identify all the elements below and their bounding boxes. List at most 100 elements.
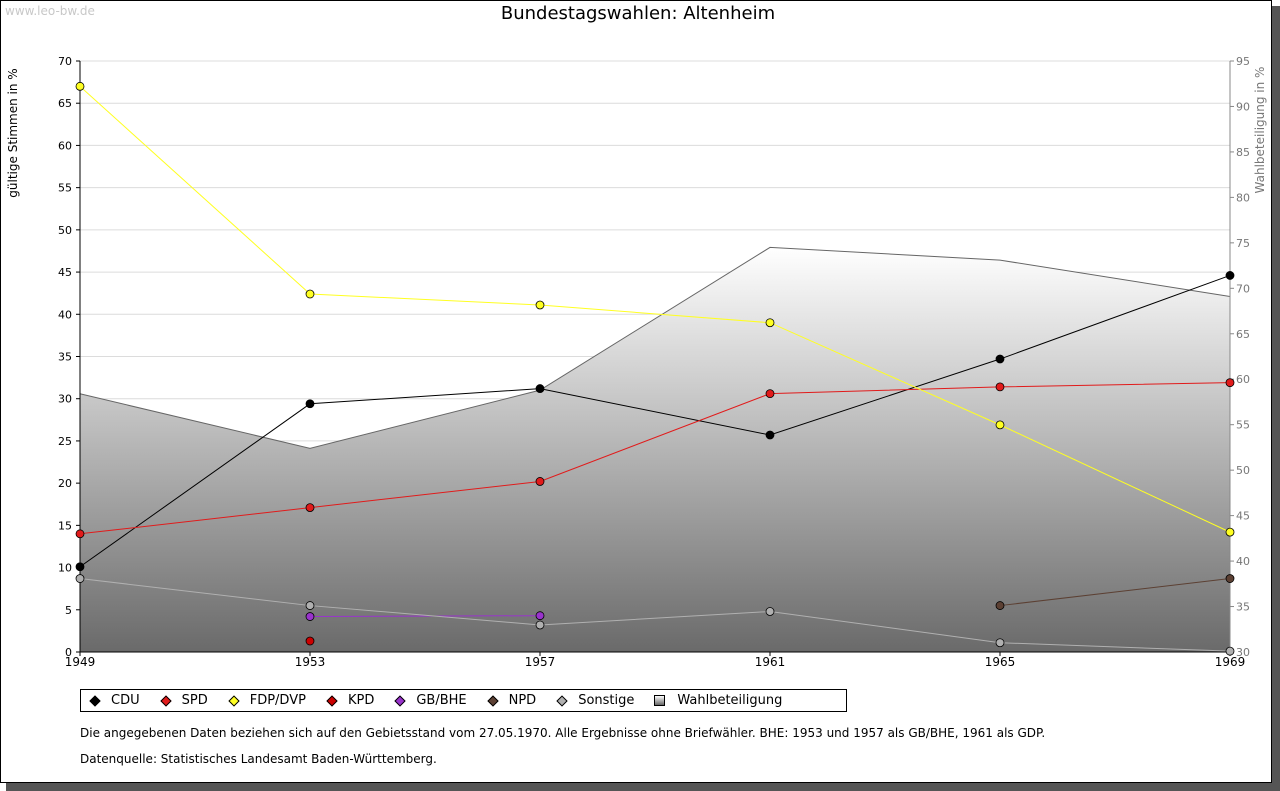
point-sonstige [995, 638, 1005, 648]
point-sonstige [535, 620, 545, 630]
legend-marker [326, 694, 338, 707]
y-tick-label: 55 [58, 182, 72, 195]
legend-item-gb-bhe: GB/BHE [392, 693, 467, 708]
point-spd [535, 477, 545, 486]
point-fdp-dvp [765, 318, 775, 328]
series-line-cdu [79, 274, 1231, 568]
point-fdp-dvp [535, 300, 545, 310]
y-tick-label: 10 [58, 562, 72, 575]
y-tick-label: 70 [58, 55, 72, 68]
legend-marker [486, 694, 499, 707]
watermark: www.leo-bw.de [5, 4, 95, 18]
legend-marker [89, 694, 101, 707]
legend-item-cdu: CDU [87, 693, 140, 708]
x-tick-label: 1949 [65, 655, 96, 669]
y-tick-label: 0 [65, 646, 72, 659]
legend-label: Sonstige [578, 693, 635, 708]
point-fdp-dvp [995, 420, 1005, 430]
point-cdu [995, 354, 1005, 364]
series-line-gb-bhe [309, 615, 541, 618]
frame-shadow-bottom [6, 783, 1280, 791]
y2-tick-label: 40 [1236, 555, 1250, 568]
legend-item-sonstige: Sonstige [554, 693, 634, 708]
point-spd [995, 382, 1005, 392]
legend-item-npd: NPD [485, 693, 537, 708]
point-fdp-dvp [75, 81, 85, 91]
frame-shadow-right [1272, 6, 1280, 791]
legend: CDU SPD FDP/DVP KPD GB/BHE NPD Sonstige Wahlbet… [80, 689, 847, 712]
point-sonstige [765, 607, 775, 616]
y-tick-label: 35 [58, 351, 72, 364]
point-sonstige [305, 601, 315, 610]
x-tick-label: 1957 [525, 655, 556, 669]
y2-tick-label: 30 [1236, 646, 1250, 659]
point-spd [305, 503, 315, 513]
point-npd [995, 601, 1005, 610]
point-spd [75, 529, 85, 539]
x-tick-label: 1961 [755, 655, 786, 669]
legend-label: SPD [181, 693, 208, 708]
y-tick-label: 45 [58, 266, 72, 279]
y-tick-label: 50 [58, 224, 72, 237]
y2-tick-label: 75 [1236, 237, 1250, 250]
legend-marker [654, 695, 666, 706]
y-tick-label: 15 [58, 519, 72, 532]
legend-label: KPD [347, 693, 375, 708]
legend-label: Wahlbeteiligung [677, 693, 783, 708]
legend-item-fdp-dvp: FDP/DVP [226, 693, 306, 708]
legend-marker [159, 694, 172, 707]
legend-label: FDP/DVP [249, 693, 306, 708]
point-cdu [765, 430, 775, 440]
x-tick-label: 1965 [985, 655, 1016, 669]
y-tick-label: 40 [58, 308, 72, 321]
y2-tick-label: 50 [1236, 464, 1250, 477]
chart-plot: 0 5 10 15 20 25 30 35 40 45 50 55 60 65 70 30 35 40 45 50 55… [6, 55, 1267, 669]
point-sonstige [75, 574, 85, 583]
y-tick-label: 30 [58, 393, 72, 406]
y2-axis-label: Wahlbeteiligung in % [1253, 67, 1267, 194]
point-gb-bhe [305, 612, 315, 621]
point-fdp-dvp [1225, 527, 1235, 537]
point-gb-bhe [535, 611, 545, 621]
area-wahlbeteiligung [80, 247, 1230, 652]
y2-tick-label: 45 [1236, 510, 1250, 523]
series-line-spd [79, 382, 1231, 535]
y-axis-label: gültige Stimmen in % [6, 68, 20, 197]
point-cdu [535, 384, 545, 393]
y-tick-label: 20 [58, 477, 72, 490]
y2-tick-label: 35 [1236, 601, 1250, 614]
chart-title: Bundestagswahlen: Altenheim [500, 3, 776, 24]
point-npd [1225, 574, 1235, 583]
y2-tick-label: 90 [1236, 100, 1250, 113]
legend-label: GB/BHE [416, 693, 467, 708]
footnote-gebietsstand: Die angegebenen Daten beziehen sich auf … [80, 726, 1046, 740]
y-tick-label: 60 [58, 139, 72, 152]
legend-label: CDU [111, 693, 140, 708]
point-sonstige [1225, 646, 1235, 656]
y2-tick-label: 60 [1236, 373, 1250, 386]
y-tick-label: 65 [58, 97, 72, 110]
legend-marker [228, 694, 240, 707]
y2-tick-label: 85 [1236, 146, 1250, 159]
y2-tick-label: 70 [1236, 282, 1250, 295]
series-line-sonstige [79, 578, 1231, 652]
y-tick-label: 25 [58, 435, 72, 448]
y2-tick-label: 95 [1236, 55, 1250, 68]
point-cdu [75, 562, 85, 572]
legend-item-spd: SPD [158, 693, 208, 708]
area-wahlbeteiligung-outline [79, 246, 1231, 449]
y2-tick-label: 65 [1236, 328, 1250, 341]
x-tick-label: 1953 [295, 655, 326, 669]
legend-marker [394, 694, 406, 707]
point-kpd [305, 636, 315, 646]
footnote-datenquelle: Datenquelle: Statistisches Landesamt Bad… [80, 752, 437, 766]
point-spd [1225, 378, 1235, 388]
x-tick-label: 1969 [1215, 655, 1246, 669]
legend-label: NPD [508, 693, 537, 708]
y2-tick-label: 80 [1236, 191, 1250, 204]
point-cdu [305, 399, 315, 409]
point-cdu [1225, 271, 1235, 280]
y2-tick-label: 55 [1236, 419, 1250, 432]
point-spd [765, 389, 775, 399]
y-tick-label: 5 [65, 604, 72, 617]
